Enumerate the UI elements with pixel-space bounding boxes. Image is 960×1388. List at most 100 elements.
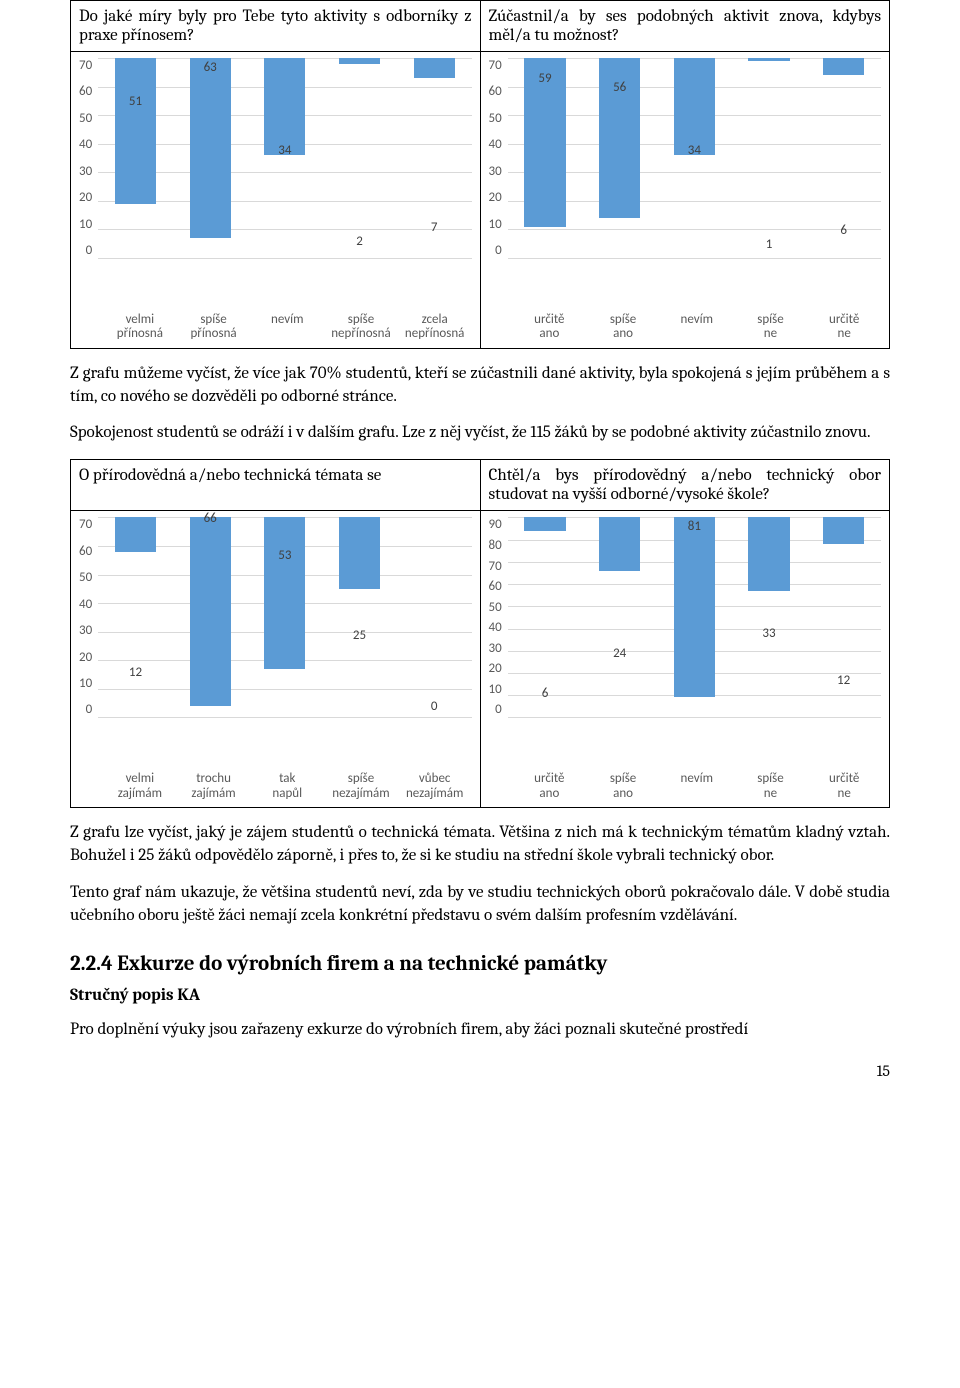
y-tick-label: 70 bbox=[489, 559, 502, 574]
bar-value-label: 1 bbox=[766, 237, 773, 252]
bar bbox=[264, 517, 305, 668]
chart-q2-right: 9080706050403020100624813312určitěanospí… bbox=[489, 517, 882, 801]
x-tick-label: spíšenepřínosná bbox=[324, 313, 398, 342]
y-tick-label: 20 bbox=[489, 190, 502, 205]
bar-value-label: 81 bbox=[688, 519, 701, 534]
bar bbox=[264, 58, 305, 155]
chart: 70605040302010059563416 bbox=[489, 58, 882, 308]
y-tick-label: 0 bbox=[489, 243, 502, 258]
bars: 6 24 81 33 12 bbox=[508, 517, 881, 717]
paragraph-4: Tento graf nám ukazuje, že většina stude… bbox=[70, 882, 890, 928]
section-heading: 2.2.4 Exkurze do výrobních firem a na te… bbox=[70, 952, 890, 976]
q2-right-title: Chtěl/a bys přírodovědný a/nebo technick… bbox=[480, 460, 890, 511]
y-tick-label: 10 bbox=[489, 217, 502, 232]
y-tick-label: 40 bbox=[489, 620, 502, 635]
bar-value-label: 2 bbox=[356, 234, 363, 249]
y-tick-label: 20 bbox=[79, 190, 92, 205]
bar-value-label: 34 bbox=[278, 143, 291, 158]
bar-value-label: 53 bbox=[278, 548, 291, 563]
y-axis: 706050403020100 bbox=[489, 58, 502, 258]
x-tick-label: určitěne bbox=[807, 772, 881, 801]
bar bbox=[748, 58, 789, 61]
x-tick-label: vůbecnezajímám bbox=[398, 772, 472, 801]
bars: 126653250 bbox=[98, 517, 471, 717]
paragraph-5: Pro doplnění výuky jsou zařazeny exkurze… bbox=[70, 1019, 890, 1042]
x-labels: velmizajímámtrochuzajímámtaknapůlspíšene… bbox=[103, 772, 472, 801]
bar bbox=[524, 517, 565, 530]
y-tick-label: 30 bbox=[489, 641, 502, 656]
bar-value-label: 6 bbox=[840, 223, 847, 238]
plot-area: 126653250 bbox=[98, 517, 471, 717]
chart-q1-right: 70605040302010059563416určitěanospíšeano… bbox=[489, 58, 882, 342]
plot-area: 51633427 bbox=[98, 58, 471, 258]
bar-value-label: 33 bbox=[762, 626, 775, 641]
y-axis: 706050403020100 bbox=[79, 517, 92, 717]
y-tick-label: 30 bbox=[79, 164, 92, 179]
paragraph-1: Z grafu můžeme vyčíst, že více jak 70% s… bbox=[70, 363, 890, 409]
bars: 59 56 34 1 6 bbox=[508, 58, 881, 258]
bar-value-label: 34 bbox=[688, 143, 701, 158]
bar-group: 33 bbox=[732, 517, 807, 717]
bar-group: 59 bbox=[508, 58, 583, 258]
paragraph-2: Spokojenost studentů se odráží i v další… bbox=[70, 422, 890, 445]
y-tick-label: 60 bbox=[79, 544, 92, 559]
bar-value-label: 24 bbox=[613, 646, 626, 661]
q2-left-chart-cell: 706050403020100126653250velmizajímámtroc… bbox=[71, 511, 481, 808]
bar bbox=[190, 517, 231, 706]
y-tick-label: 10 bbox=[79, 217, 92, 232]
x-tick-label: nevím bbox=[250, 313, 324, 342]
bar-group: 66 bbox=[173, 517, 248, 717]
page-number: 15 bbox=[70, 1062, 890, 1080]
bar-group: 6 bbox=[508, 517, 583, 717]
y-tick-label: 60 bbox=[79, 84, 92, 99]
bar-group: 25 bbox=[322, 517, 397, 717]
x-tick-label: spíšenezajímám bbox=[324, 772, 398, 801]
y-tick-label: 70 bbox=[79, 58, 92, 73]
y-tick-label: 0 bbox=[79, 702, 92, 717]
bar-group: 0 bbox=[397, 517, 472, 717]
bar-value-label: 59 bbox=[538, 71, 551, 86]
x-labels: velmipřínosnáspíšepřínosnánevímspíšenepř… bbox=[103, 313, 472, 342]
bar bbox=[823, 517, 864, 544]
x-tick-label: trochuzajímám bbox=[177, 772, 251, 801]
y-tick-label: 50 bbox=[489, 600, 502, 615]
y-tick-label: 60 bbox=[489, 579, 502, 594]
q1-right-chart-cell: 70605040302010059563416určitěanospíšeano… bbox=[480, 52, 890, 349]
bar bbox=[115, 517, 156, 551]
x-tick-label: spíšene bbox=[734, 313, 808, 342]
bar bbox=[339, 58, 380, 64]
x-tick-label: nevím bbox=[660, 772, 734, 801]
chart: 9080706050403020100624813312 bbox=[489, 517, 882, 767]
y-tick-label: 20 bbox=[79, 650, 92, 665]
bar bbox=[190, 58, 231, 238]
x-tick-label: spíšepřínosná bbox=[177, 313, 251, 342]
y-axis: 706050403020100 bbox=[79, 58, 92, 258]
bar-group: 51 bbox=[98, 58, 173, 258]
x-tick-label: taknapůl bbox=[250, 772, 324, 801]
y-tick-label: 40 bbox=[79, 597, 92, 612]
y-tick-label: 20 bbox=[489, 661, 502, 676]
y-tick-label: 10 bbox=[79, 676, 92, 691]
bar-value-label: 12 bbox=[837, 673, 850, 688]
bar-value-label: 56 bbox=[613, 80, 626, 95]
bar-group: 34 bbox=[248, 58, 323, 258]
bar-group: 24 bbox=[582, 517, 657, 717]
bar-group: 34 bbox=[657, 58, 732, 258]
y-tick-label: 0 bbox=[79, 243, 92, 258]
y-tick-label: 10 bbox=[489, 682, 502, 697]
y-tick-label: 40 bbox=[489, 137, 502, 152]
gridline bbox=[98, 717, 471, 718]
y-tick-label: 70 bbox=[79, 517, 92, 532]
bar-group: 2 bbox=[322, 58, 397, 258]
bar-value-label: 25 bbox=[353, 628, 366, 643]
bar-group: 81 bbox=[657, 517, 732, 717]
x-labels: určitěanospíšeanonevímspíšeneurčitěne bbox=[513, 313, 882, 342]
x-tick-label: spíšeano bbox=[586, 772, 660, 801]
plot-area: 6 24 81 33 12 bbox=[508, 517, 881, 717]
y-tick-label: 0 bbox=[489, 702, 502, 717]
x-tick-label: zcelanepřínosná bbox=[398, 313, 472, 342]
paragraph-3: Z grafu lze vyčíst, jaký je zájem studen… bbox=[70, 822, 890, 868]
plot-area: 59 56 34 1 6 bbox=[508, 58, 881, 258]
x-tick-label: velmizajímám bbox=[103, 772, 177, 801]
x-tick-label: určitěano bbox=[513, 772, 587, 801]
